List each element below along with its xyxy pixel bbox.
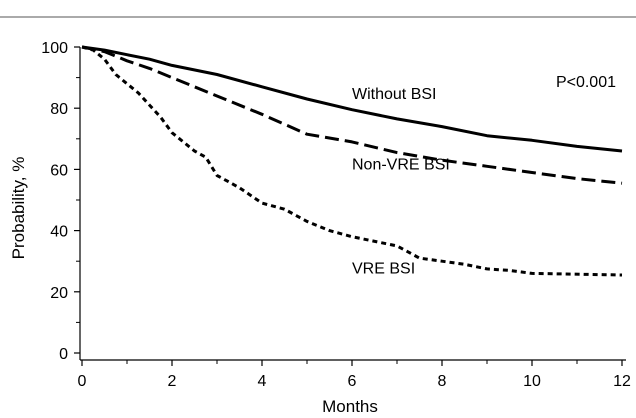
y-axis-title: Probability, % [9, 157, 28, 260]
x-axis-title: Months [322, 397, 378, 416]
p-value-annotation: P<0.001 [556, 74, 616, 91]
x-tick-label: 12 [613, 373, 631, 390]
x-tick-label: 4 [258, 373, 267, 390]
series-label-without-bsi: Without BSI [352, 86, 436, 103]
series-line-without-bsi [81, 45, 623, 153]
series-line-non-vre-bsi [81, 45, 623, 185]
series-label-vre-bsi: VRE BSI [352, 260, 415, 277]
series-label-non-vre-bsi: Non-VRE BSI [352, 156, 450, 173]
y-tick-label: 40 [50, 224, 68, 241]
x-tick-label: 2 [168, 373, 177, 390]
y-tick-label: 20 [50, 285, 68, 302]
series-line-vre-bsi [81, 45, 623, 277]
axis-ticks: 0 2 4 6 8 10 12 0 20 40 60 80 100 [41, 40, 631, 390]
series-lines [81, 45, 623, 277]
y-tick-label: 60 [50, 162, 68, 179]
y-tick-label: 0 [59, 346, 68, 363]
x-tick-label: 0 [78, 373, 87, 390]
x-tick-label: 8 [438, 373, 447, 390]
x-tick-label: 6 [348, 373, 357, 390]
x-tick-label: 10 [523, 373, 541, 390]
y-tick-label: 80 [50, 101, 68, 118]
y-tick-label: 100 [41, 40, 68, 57]
